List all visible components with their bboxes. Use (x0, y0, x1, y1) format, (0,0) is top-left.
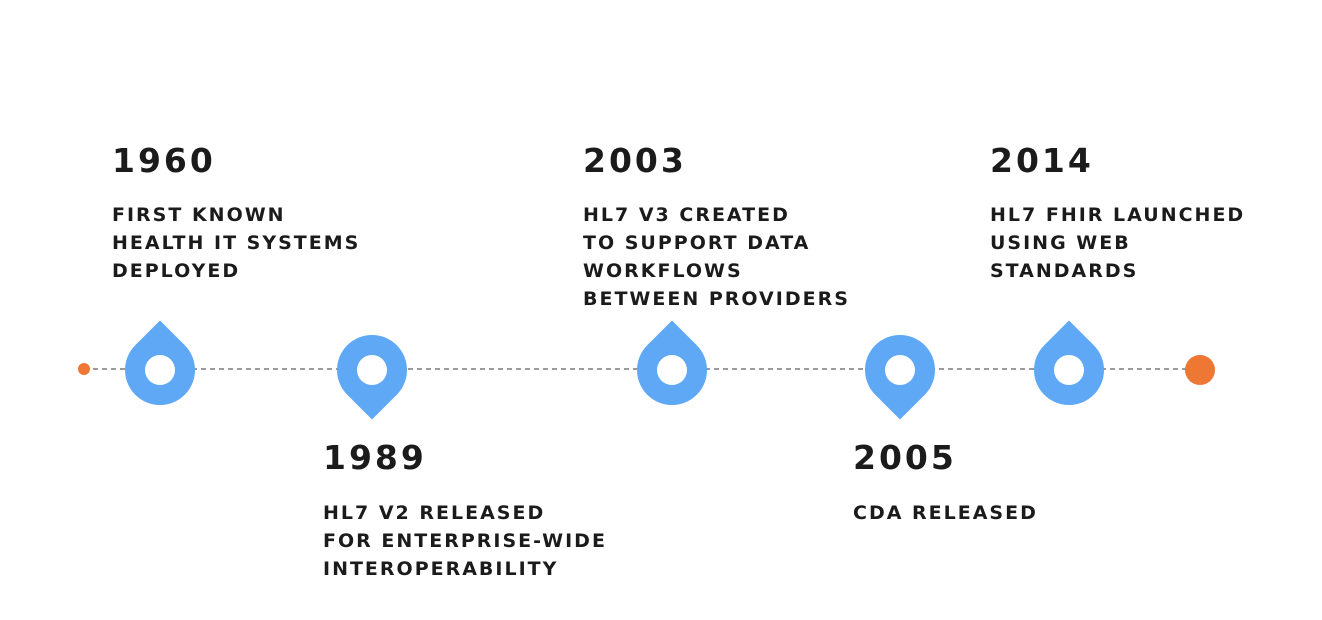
event-description: HL7 V3 CREATED (583, 204, 790, 226)
pin-hole (885, 355, 915, 385)
event-description: BETWEEN PROVIDERS (583, 288, 850, 310)
event-description: WORKFLOWS (583, 260, 743, 282)
event-description: TO SUPPORT DATA (583, 232, 810, 254)
end-dot (1185, 355, 1215, 385)
event-description: FOR ENTERPRISE-WIDE (323, 530, 607, 552)
pin-tip (347, 394, 397, 420)
event-description: INTEROPERABILITY (323, 558, 558, 580)
event-description: DEPLOYED (112, 260, 240, 282)
event-year: 2005 (853, 438, 957, 477)
event-description: USING WEB (990, 232, 1131, 254)
event-year: 1989 (323, 438, 427, 477)
event-description: HL7 FHIR LAUNCHED (990, 204, 1245, 226)
pin-hole (1054, 355, 1084, 385)
event-description: FIRST KNOWN (112, 204, 286, 226)
pin-hole (145, 355, 175, 385)
pin-hole (357, 355, 387, 385)
event-description: HL7 V2 RELEASED (323, 502, 545, 524)
event-description: STANDARDS (990, 260, 1138, 282)
event-year: 2014 (990, 141, 1094, 180)
event-description: CDA RELEASED (853, 502, 1038, 524)
event-description: HEALTH IT SYSTEMS (112, 232, 360, 254)
pin-tip (647, 320, 697, 346)
pin-tip (875, 394, 925, 420)
start-dot (78, 363, 90, 375)
event-year: 1960 (112, 141, 216, 180)
pin-tip (135, 320, 185, 346)
pin-tip (1044, 320, 1094, 346)
pin-hole (657, 355, 687, 385)
event-year: 2003 (583, 141, 687, 180)
